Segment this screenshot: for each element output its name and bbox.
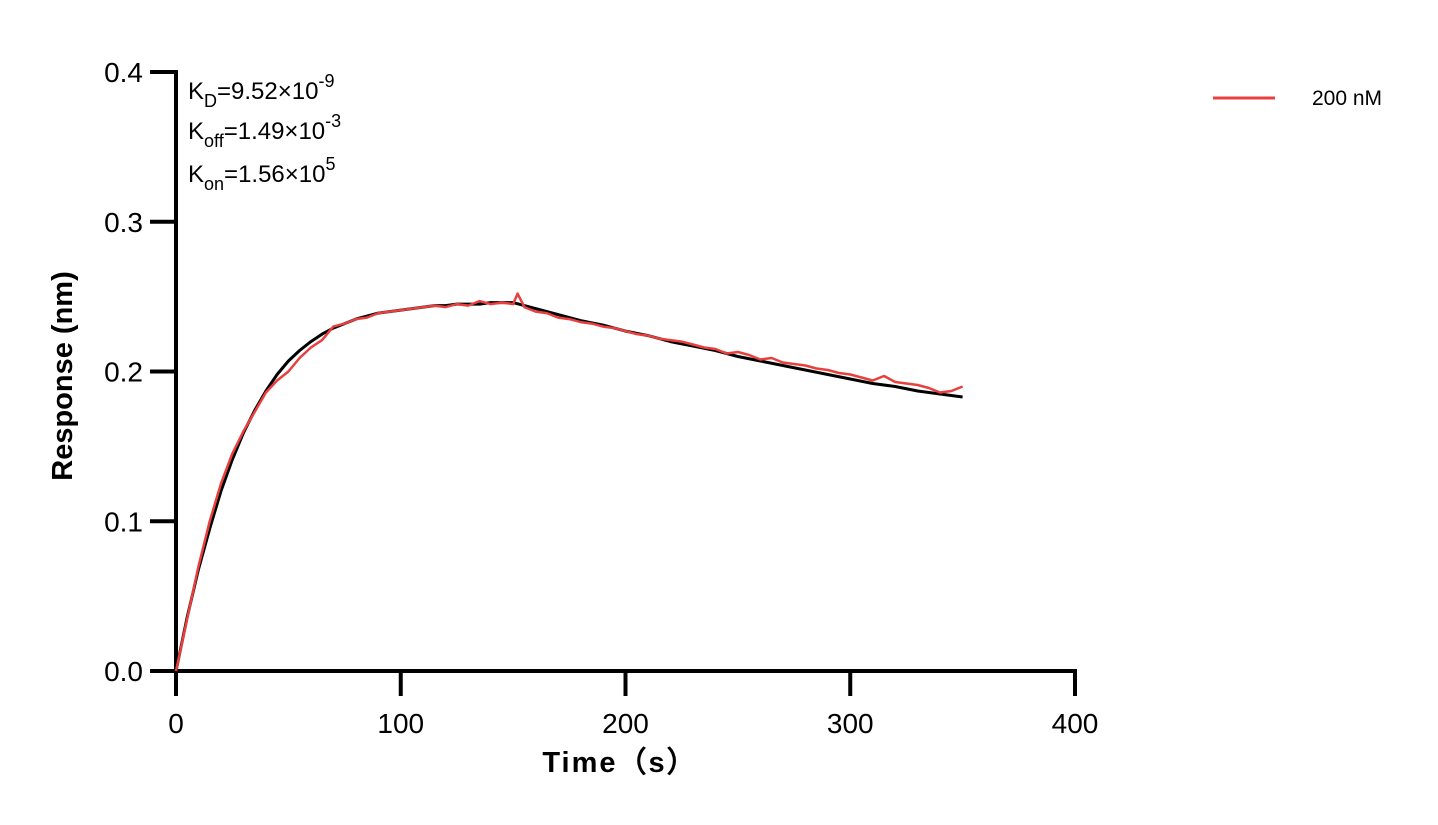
x-tick-label: 100 (377, 708, 424, 739)
measured-curve-200nm (174, 292, 964, 672)
constant-value: =1.56×10 (224, 161, 325, 188)
series-layer (174, 292, 964, 672)
constant-symbol: K (188, 78, 204, 105)
constant-value: =1.49×10 (224, 118, 325, 145)
constant-exponent: -9 (318, 71, 334, 91)
x-tick-label: 200 (602, 708, 649, 739)
kinetic-constant-off: Koff=1.49×10-3 (188, 111, 341, 151)
kinetic-constant-d: KD=9.52×10-9 (188, 71, 334, 111)
x-axis-ticks: 0 100 200 300 400 (168, 671, 1098, 739)
constant-exponent: 5 (325, 154, 335, 174)
constant-subscript: on (204, 174, 224, 194)
y-tick-label: 0.3 (104, 207, 143, 238)
y-tick-label: 0.0 (104, 656, 143, 687)
constant-symbol: K (188, 161, 204, 188)
constant-value: =9.52×10 (217, 78, 318, 105)
constant-subscript: D (204, 91, 217, 111)
constant-subscript: off (204, 131, 225, 151)
constant-exponent: -3 (325, 111, 341, 131)
y-tick-label: 0.1 (104, 506, 143, 537)
x-tick-label: 0 (168, 708, 184, 739)
y-tick-label: 0.4 (104, 57, 143, 88)
y-axis-title: Response (nm) (47, 271, 79, 480)
x-tick-label: 400 (1052, 708, 1099, 739)
legend: 200 nM (1213, 87, 1382, 110)
x-tick-label: 300 (827, 708, 874, 739)
y-axis-ticks: 0.0 0.1 0.2 0.3 0.4 (104, 57, 176, 687)
legend-label: 200 nM (1312, 87, 1382, 110)
kinetic-constant-on: Kon=1.56×105 (188, 154, 336, 194)
constant-symbol: K (188, 118, 204, 145)
y-tick-label: 0.2 (104, 357, 143, 388)
x-axis-title: Time（s） (542, 746, 697, 779)
fit-curve (174, 301, 963, 672)
